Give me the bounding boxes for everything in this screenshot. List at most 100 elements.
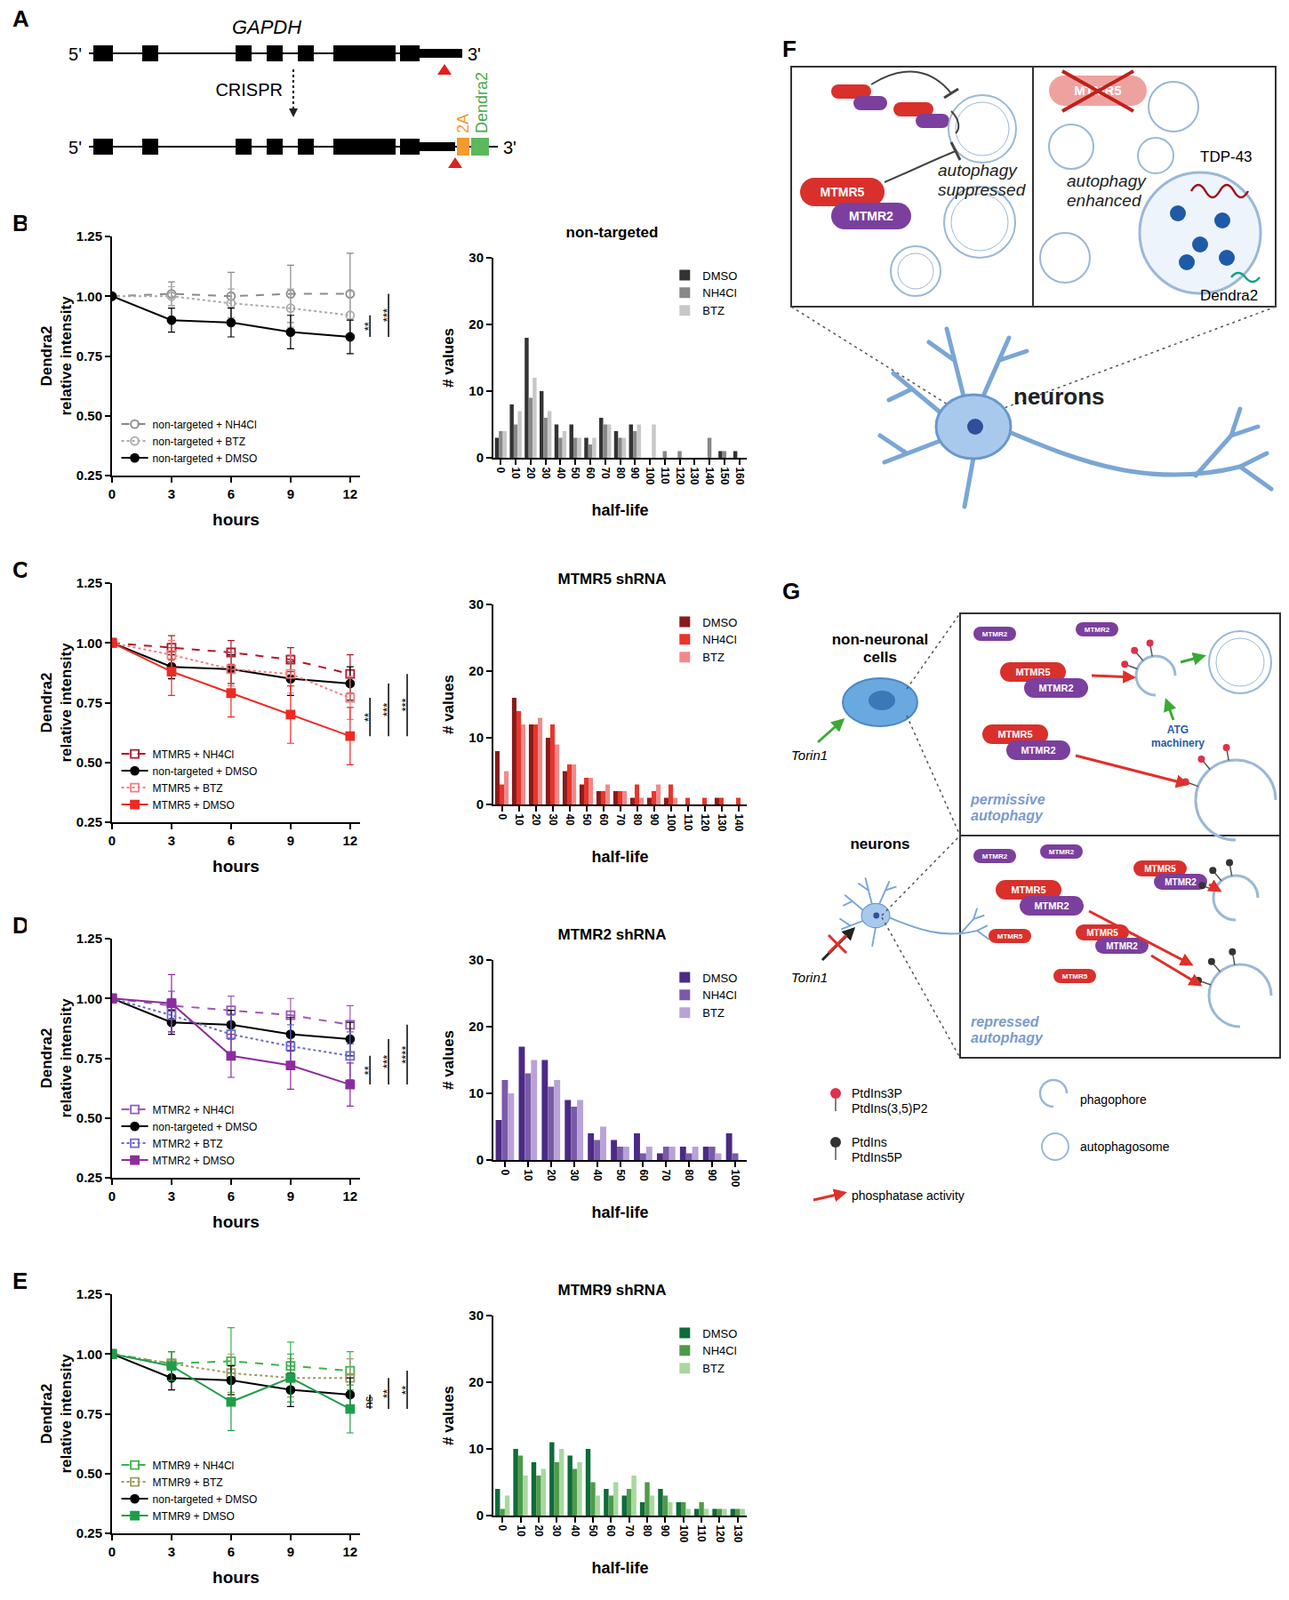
svg-text:10: 10 [468,383,484,399]
svg-text:Dendra2: Dendra2 [472,72,491,134]
svg-text:hours: hours [212,856,260,876]
svg-text:ns: ns [361,1395,376,1409]
svg-text:MTMR5: MTMR5 [1086,928,1119,938]
svg-text:10: 10 [509,466,522,480]
svg-text:non-targeted: non-targeted [566,224,659,241]
svg-text:20: 20 [468,663,484,679]
svg-text:0.25: 0.25 [76,1169,103,1185]
svg-text:MTMR5 shRNA: MTMR5 shRNA [558,570,667,588]
svg-text:5': 5' [68,44,82,65]
svg-text:0: 0 [476,1507,484,1523]
svg-text:110: 110 [681,813,695,832]
svg-text:suppressed: suppressed [937,180,1027,200]
svg-text:120: 120 [698,813,712,832]
svg-text:40: 40 [591,1168,604,1182]
svg-text:130: 130 [715,813,729,832]
svg-text:100: 100 [677,1524,690,1543]
svg-text:BTZ: BTZ [702,304,725,318]
svg-text:6: 6 [227,832,235,849]
svg-text:MTMR5: MTMR5 [1062,972,1089,981]
svg-text:50: 50 [586,1524,600,1538]
svg-text:0.50: 0.50 [76,1465,103,1482]
svg-text:20: 20 [468,1374,484,1390]
svg-text:90: 90 [705,1168,719,1182]
svg-text:70: 70 [599,466,612,480]
svg-text:**: ** [399,1385,413,1395]
svg-text:MTMR2 + BTZ: MTMR2 + BTZ [152,1137,224,1151]
svg-text:12: 12 [342,1544,358,1560]
svg-text:80: 80 [614,466,627,480]
svg-text:MTMR2: MTMR2 [1038,682,1073,694]
svg-text:cells: cells [863,648,897,666]
svg-text:neurons: neurons [1013,383,1105,410]
svg-text:40: 40 [554,466,568,480]
svg-text:1.00: 1.00 [76,1346,103,1362]
svg-text:120: 120 [673,466,687,485]
svg-text:2A: 2A [454,113,473,134]
svg-text:80: 80 [682,1168,696,1182]
svg-text:0: 0 [108,1544,116,1560]
svg-text:MTMR5: MTMR5 [997,932,1024,941]
svg-text:MTMR2: MTMR2 [848,208,894,224]
svg-text:# values: # values [440,674,457,735]
svg-text:non-targeted + BTZ: non-targeted + BTZ [152,435,246,449]
svg-text:MTMR5: MTMR5 [1010,884,1046,896]
svg-text:MTMR2: MTMR2 [982,630,1009,639]
svg-text:50: 50 [580,813,593,826]
svg-text:MTMR2 + DMSO: MTMR2 + DMSO [152,1154,235,1168]
svg-text:non-neuronal: non-neuronal [832,631,929,649]
svg-text:0.75: 0.75 [76,1406,103,1422]
svg-text:30: 30 [539,466,553,480]
svg-text:enhanced: enhanced [1066,191,1143,210]
svg-text:DMSO: DMSO [702,1327,737,1341]
svg-text:140: 140 [732,813,745,832]
svg-text:autophagy: autophagy [1066,171,1147,191]
svg-text:1.25: 1.25 [76,228,103,244]
svg-text:20: 20 [532,1524,545,1538]
svg-text:12: 12 [342,1188,358,1204]
svg-text:MTMR2 shRNA: MTMR2 shRNA [558,926,667,944]
svg-text:PtdIns(3,5)P2: PtdIns(3,5)P2 [851,1101,929,1116]
svg-text:6: 6 [227,486,235,502]
svg-text:60: 60 [604,1524,617,1538]
svg-text:MTMR2: MTMR2 [1020,744,1056,756]
svg-text:MTMR9 shRNA: MTMR9 shRNA [558,1281,667,1299]
svg-text:hours: hours [212,1568,260,1587]
svg-text:90: 90 [648,813,661,826]
svg-text:0: 0 [108,486,116,502]
svg-text:MTMR5 + DMSO: MTMR5 + DMSO [152,799,235,812]
svg-text:12: 12 [342,486,358,502]
svg-text:60: 60 [637,1168,650,1182]
svg-text:70: 70 [659,1168,673,1182]
svg-text:MTMR9 + DMSO: MTMR9 + DMSO [152,1510,235,1523]
svg-text:20: 20 [468,1018,484,1034]
svg-text:machinery: machinery [1151,736,1205,750]
svg-text:10: 10 [468,1441,484,1457]
svg-text:MTMR5 + NH4Cl: MTMR5 + NH4Cl [152,748,235,761]
svg-text:1.25: 1.25 [76,1286,103,1302]
svg-text:0: 0 [494,466,507,473]
svg-text:150: 150 [718,466,731,485]
svg-text:TDP-43: TDP-43 [1200,148,1253,166]
svg-text:0.25: 0.25 [76,1525,103,1541]
svg-text:30: 30 [468,249,484,265]
svg-text:# values: # values [440,1385,457,1446]
svg-text:0.25: 0.25 [76,814,103,830]
svg-text:autophagy: autophagy [970,808,1044,824]
svg-text:5': 5' [68,137,82,158]
svg-text:0.25: 0.25 [76,467,103,483]
svg-text:0.50: 0.50 [76,754,103,770]
svg-text:repressed: repressed [970,1014,1041,1030]
svg-text:70: 70 [623,1524,636,1538]
svg-text:30: 30 [568,1168,581,1182]
svg-text:Dendra2relative intensity: Dendra2relative intensity [38,642,75,763]
svg-text:130: 130 [731,1524,745,1543]
svg-text:DMSO: DMSO [702,269,737,283]
svg-text:autophagosome: autophagosome [1080,1139,1170,1154]
svg-text:160: 160 [733,466,746,485]
svg-text:half-life: half-life [591,1203,649,1222]
svg-text:80: 80 [640,1524,654,1538]
svg-text:110: 110 [658,466,672,485]
svg-text:40: 40 [568,1524,582,1538]
svg-text:110: 110 [695,1524,708,1543]
